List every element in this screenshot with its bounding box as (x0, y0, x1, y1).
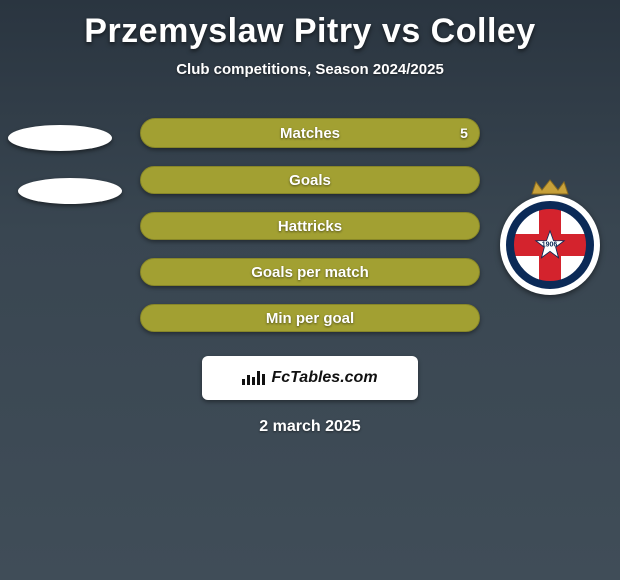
comparison-card: Przemyslaw Pitry vs Colley Club competit… (0, 0, 620, 436)
page-title: Przemyslaw Pitry vs Colley (0, 12, 620, 51)
stat-row: Matches 5 (0, 118, 620, 148)
stat-bar-matches: Matches 5 (140, 118, 480, 148)
brand-card: FcTables.com (202, 356, 418, 400)
crest-year: 1906 (542, 242, 558, 249)
stat-label: Goals per match (251, 264, 369, 281)
stat-bar-goals: Goals (140, 166, 480, 194)
stat-row: Goals per match (0, 258, 620, 286)
stat-row: Hattricks (0, 212, 620, 240)
brand: FcTables.com (242, 369, 377, 387)
stat-label: Matches (280, 125, 340, 142)
stat-right-value: 5 (460, 125, 468, 141)
stat-bar-mpg: Min per goal (140, 304, 480, 332)
stat-row: Goals (0, 166, 620, 194)
stat-row: Min per goal (0, 304, 620, 332)
stat-bar-hattricks: Hattricks (140, 212, 480, 240)
subtitle: Club competitions, Season 2024/2025 (0, 61, 620, 78)
date-label: 2 march 2025 (0, 418, 620, 436)
stat-label: Hattricks (278, 218, 342, 235)
stat-label: Goals (289, 172, 331, 189)
stat-label: Min per goal (266, 310, 354, 327)
chart-bars-icon (242, 371, 265, 385)
stats-list: Matches 5 Goals Hattricks Goals per matc… (0, 118, 620, 332)
brand-text: FcTables.com (271, 369, 377, 387)
stat-bar-gpm: Goals per match (140, 258, 480, 286)
